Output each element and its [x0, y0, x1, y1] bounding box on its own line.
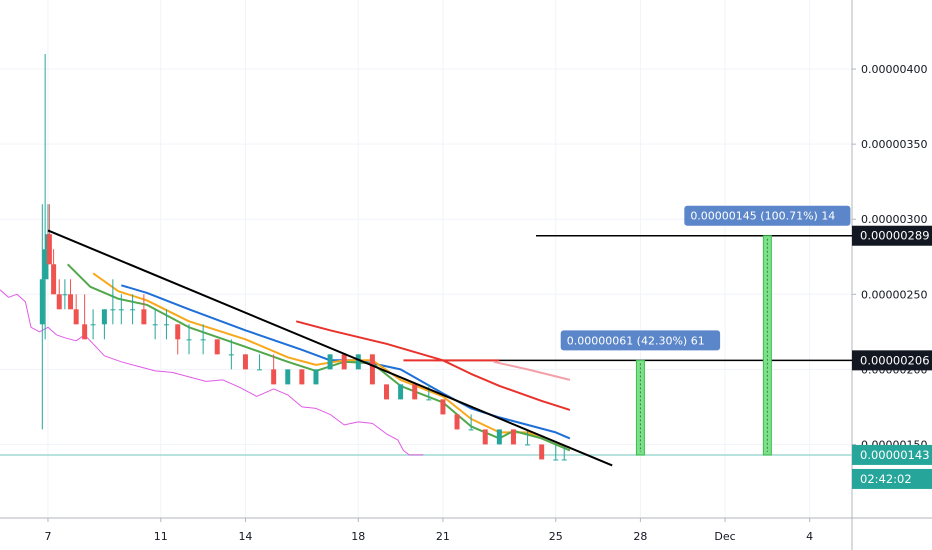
candle-body: [42, 249, 48, 280]
measure-label-box: [560, 330, 721, 351]
candle-body: [257, 369, 263, 371]
measure-tools[interactable]: 0.00000061 (42.30%) 61 0.00000145 (100.71…: [560, 205, 851, 456]
candle-body: [299, 369, 305, 385]
time-tick-label: 25: [549, 530, 563, 543]
candle-body: [553, 459, 559, 461]
candle-body: [454, 414, 460, 430]
candle-body: [118, 309, 124, 311]
candle-body: [46, 234, 52, 265]
time-tick-label: 28: [633, 530, 647, 543]
measure-label-box: [684, 205, 851, 226]
time-tick-label: Dec: [714, 530, 735, 543]
time-tick-label: 14: [238, 530, 252, 543]
candle-body: [152, 324, 158, 326]
candle-body: [440, 399, 446, 415]
measure-label: 0.00000145 (100.71%) 14: [690, 210, 835, 223]
candle-body: [130, 309, 136, 311]
price-tag-label: 0.00000289: [860, 229, 930, 243]
price-tick-label: 0.00000300: [861, 213, 927, 226]
price-tags: 0.00000289 0.00000206 0.00000143 02:42:02: [852, 225, 932, 489]
candle-body: [426, 399, 432, 401]
candle-body: [468, 429, 474, 431]
price-tag-box: [852, 468, 932, 489]
price-tag-label: 0.00000206: [860, 353, 930, 367]
candle-body: [496, 429, 502, 445]
candle-body: [51, 264, 57, 295]
candle-body: [412, 384, 418, 400]
price-tick-label: 0.00000400: [861, 63, 927, 76]
candle-body: [68, 294, 74, 310]
candle-body: [175, 324, 181, 340]
ma-red-line: [295, 320, 571, 411]
time-tick-label: 7: [44, 530, 51, 543]
candle-body: [82, 324, 88, 340]
candle-body: [398, 384, 404, 400]
candle-body: [39, 279, 45, 325]
measure-label: 0.00000061 (42.30%) 61: [567, 334, 705, 347]
trendlines[interactable]: [47, 229, 613, 467]
candle-body: [369, 354, 375, 385]
candle-body: [355, 354, 361, 370]
candle-body: [73, 309, 79, 325]
candle-body: [384, 384, 390, 400]
candle-body: [110, 309, 116, 311]
candle-body: [341, 354, 347, 370]
measure-bar[interactable]: [762, 235, 772, 456]
price-tag-box: [852, 350, 932, 371]
time-axis[interactable]: 7 11 14 18 21 25 28 Dec 4: [0, 517, 932, 543]
price-tag-label: 0.00000143: [860, 448, 930, 462]
candle-body: [62, 294, 68, 296]
time-tick-label: 4: [806, 530, 813, 543]
candle-body: [539, 444, 545, 460]
candle-body: [561, 459, 567, 461]
price-tick-label: 0.00000250: [861, 288, 927, 301]
candle-body: [242, 354, 248, 370]
ma-red-faded-line: [493, 360, 571, 381]
candle-body: [271, 369, 277, 385]
price-tick-label: 0.00000350: [861, 138, 927, 151]
candle-body: [285, 369, 291, 385]
candle-body: [56, 294, 62, 310]
candle-body: [327, 354, 333, 370]
candle-body: [90, 324, 96, 326]
time-tick-label: 21: [436, 530, 450, 543]
candle-body: [163, 324, 169, 326]
candle-body: [228, 354, 234, 356]
candles: [39, 54, 567, 461]
candle-body: [101, 309, 107, 325]
candle-body: [214, 339, 220, 355]
price-tag-box: [852, 444, 932, 465]
candle-body: [510, 429, 516, 445]
candle-body: [482, 429, 488, 445]
candle-body: [525, 444, 531, 446]
grid: [0, 0, 852, 518]
horizontal-lines[interactable]: [0, 234, 852, 456]
time-tick-label: 11: [154, 530, 168, 543]
price-tag-box: [852, 225, 932, 246]
candle-body: [200, 339, 206, 341]
trendline[interactable]: [47, 229, 613, 467]
candle-body: [313, 369, 319, 385]
bar-countdown-label: 02:42:02: [860, 472, 912, 486]
candle-body: [186, 339, 192, 341]
time-tick-label: 18: [351, 530, 365, 543]
price-scale[interactable]: 0.00000400 0.00000350 0.00000300 0.00000250…: [851, 0, 927, 550]
candle-body: [141, 309, 147, 325]
